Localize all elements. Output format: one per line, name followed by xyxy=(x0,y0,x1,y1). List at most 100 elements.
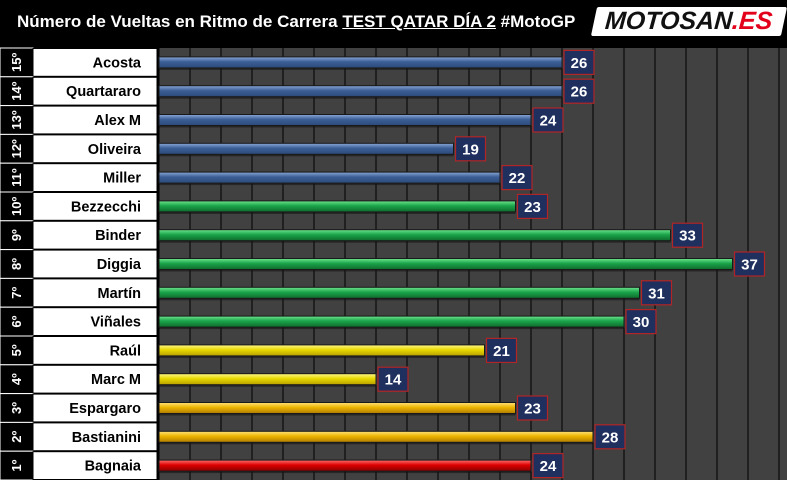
rider-name: Bastianini xyxy=(72,430,141,446)
rank-label: 2º xyxy=(9,431,24,443)
rank-label: 9º xyxy=(9,229,24,241)
value-label-box xyxy=(516,395,549,421)
bar xyxy=(158,142,454,155)
value-label-box xyxy=(485,337,518,363)
bar xyxy=(158,171,501,184)
value-label: 30 xyxy=(633,314,650,331)
bar xyxy=(158,286,640,299)
value-label: 31 xyxy=(648,285,665,302)
rider-name: Binder xyxy=(95,228,141,244)
bar xyxy=(158,114,532,126)
value-label-box xyxy=(454,136,487,162)
bar xyxy=(158,459,532,472)
bar xyxy=(158,258,733,270)
rank-label: 12º xyxy=(9,139,24,158)
rank-label: 3º xyxy=(9,402,24,414)
bar xyxy=(158,373,377,386)
rider-name-cell xyxy=(32,451,158,480)
value-label: 21 xyxy=(493,343,510,360)
bar xyxy=(158,229,671,242)
rank-label: 8º xyxy=(9,258,24,270)
value-label-box xyxy=(594,424,626,450)
rider-name: Quartararo xyxy=(66,84,141,100)
rank-label: 11º xyxy=(9,168,24,187)
rider-name-cell xyxy=(32,192,158,221)
title-prefix: Número de Vueltas en Ritmo de Carrera xyxy=(17,12,343,31)
rider-name: Raúl xyxy=(110,343,141,359)
rider-name: Acosta xyxy=(93,55,142,71)
value-label: 28 xyxy=(602,429,619,446)
rank-label: 1º xyxy=(9,459,24,471)
rider-name-cell xyxy=(32,393,158,423)
rank-cell xyxy=(0,306,34,337)
rank-label: 13º xyxy=(9,110,24,129)
rider-name: Martín xyxy=(98,286,142,302)
value-label: 24 xyxy=(540,113,557,130)
rank-cell xyxy=(0,393,34,423)
title-underlined: TEST QATAR DÍA 2 xyxy=(342,12,496,31)
rider-name: Bezzecchi xyxy=(71,199,141,215)
rank-label: 10º xyxy=(9,197,24,216)
rider-name-cell xyxy=(32,307,158,337)
value-label-box xyxy=(625,309,657,335)
rider-name: Espargaro xyxy=(69,401,141,417)
rank-label: 5º xyxy=(9,344,24,356)
rider-name-cell xyxy=(32,134,158,164)
value-label-box xyxy=(532,107,564,133)
rank-cell xyxy=(0,47,34,78)
rider-name: Miller xyxy=(103,171,141,187)
rider-name: Diggia xyxy=(97,257,142,273)
value-label-box xyxy=(640,280,673,306)
rider-name-cell xyxy=(32,48,158,77)
value-label: 24 xyxy=(540,458,557,475)
value-label-box xyxy=(563,78,595,104)
rider-name-cell xyxy=(32,163,158,192)
value-label: 23 xyxy=(524,401,541,418)
rider-name-cell xyxy=(32,336,158,365)
value-label-box xyxy=(516,193,549,219)
bar xyxy=(158,315,625,328)
rank-cell xyxy=(0,277,34,308)
rank-cell xyxy=(0,421,34,452)
rider-name-cell xyxy=(32,76,158,106)
rank-label: 4º xyxy=(9,373,24,385)
bar xyxy=(158,56,563,69)
rank-label: 7º xyxy=(9,287,24,299)
value-label: 33 xyxy=(679,228,696,245)
rank-label: 6º xyxy=(9,315,24,327)
value-label: 26 xyxy=(571,84,588,101)
bar xyxy=(158,200,516,213)
rider-name-cell xyxy=(32,249,158,279)
value-label: 26 xyxy=(571,55,588,72)
value-label-box xyxy=(501,165,533,191)
value-label-box xyxy=(532,453,564,479)
value-label-box xyxy=(671,222,704,248)
rider-name-cell xyxy=(32,220,158,250)
bar xyxy=(158,402,516,414)
rider-name: Oliveira xyxy=(88,142,142,158)
rank-cell xyxy=(0,364,34,395)
rider-name-cell xyxy=(32,422,158,452)
title-suffix: #MotoGP xyxy=(495,12,576,31)
rider-name-cell xyxy=(32,278,158,308)
rider-name: Bagnaia xyxy=(85,459,142,475)
value-label: 14 xyxy=(385,372,402,389)
value-label: 37 xyxy=(741,257,758,274)
rider-name: Viñales xyxy=(90,315,141,331)
value-label-box xyxy=(377,366,409,392)
rank-label: 14º xyxy=(9,81,24,100)
rider-name-cell xyxy=(32,105,158,135)
rider-name: Marc M xyxy=(91,372,141,388)
value-label-box xyxy=(563,49,595,76)
chart-title: Número de Vueltas en Ritmo de Carrera TE… xyxy=(17,12,575,32)
bar xyxy=(158,85,563,98)
value-label: 23 xyxy=(524,199,541,216)
rider-name-cell xyxy=(32,364,158,394)
rider-name: Alex M xyxy=(94,113,141,129)
value-label-box xyxy=(733,251,766,277)
rank-label: 15º xyxy=(9,53,24,72)
value-label: 19 xyxy=(462,141,479,158)
bar xyxy=(158,344,485,357)
